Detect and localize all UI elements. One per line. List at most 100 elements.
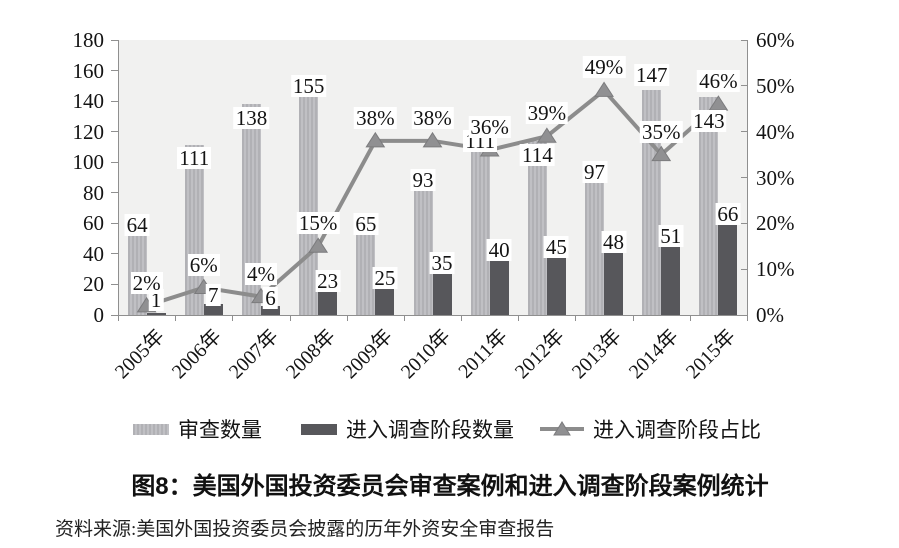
x-axis-tick [403,315,405,321]
bar-investigation-count [546,246,566,315]
left-axis-tick-label: 40 [83,241,104,266]
right-axis-tick [741,222,748,224]
right-axis-tick [741,131,748,133]
line-series-layer [136,81,729,313]
left-axis-tick [111,161,118,163]
line-point-label: 36% [468,115,511,139]
bar-investigation-count [718,214,738,315]
x-axis-tick [518,315,520,321]
bar-value-label: 7 [206,283,221,308]
bar-value-label: 143 [691,108,727,133]
bar-value-label: 138 [233,106,270,131]
legend-swatch-review-bar [133,423,169,435]
bar-value-label: 114 [519,142,555,167]
bar-value-label: 97 [582,159,608,184]
left-axis-tick [111,253,118,255]
bar-review-count [299,78,319,315]
left-axis-tick [111,100,118,102]
bar-review-count [470,145,490,315]
bar-value-label: 6 [263,285,278,310]
legend-swatch-investigation-bar [301,423,337,435]
left-axis-tick [111,314,118,316]
bar-investigation-count [146,313,166,315]
bar-review-count [527,140,547,315]
left-axis-tick [111,222,118,224]
legend-item-investigation-ratio: 进入调查阶段占比 [540,414,761,444]
line-point-label: 38% [411,105,454,130]
right-axis-tick-label: 20% [756,211,795,236]
bar-review-count [241,104,261,315]
right-axis-tick-label: 60% [756,28,795,52]
right-axis-line [747,40,748,316]
triangle-marker-icon [422,131,443,148]
line-point-label: 4% [244,261,277,286]
bar-investigation-count [489,253,509,315]
line-point-label: 49% [582,55,626,80]
left-axis-tick [111,283,118,285]
bar-value-label: 48 [601,229,627,254]
right-axis-tick [741,39,748,41]
x-axis-tick [118,315,119,321]
left-axis-tick-label: 180 [72,28,105,52]
x-axis-tick [346,315,348,321]
legend-label-investigation-count: 进入调查阶段数量 [346,418,514,442]
left-axis-tick-label: 20 [83,272,104,297]
bar-value-label: 65 [353,211,379,236]
left-axis-tick [111,39,118,41]
triangle-marker-icon [553,421,571,436]
triangle-marker-icon [594,81,614,97]
left-axis-tick [111,131,118,133]
bar-review-count [356,215,376,315]
legend-label-investigation-ratio: 进入调查阶段占比 [593,418,761,442]
right-axis-tick-label: 40% [756,119,795,144]
bar-value-label: 155 [290,74,327,99]
bar-value-label: 147 [633,63,670,88]
left-axis-tick [111,70,118,72]
legend-swatch-ratio-line [540,421,584,437]
bar-value-label: 1 [148,288,164,313]
bar-review-count [585,166,605,315]
bar-value-label: 66 [715,202,741,227]
bar-value-label: 35 [429,250,455,275]
left-axis-tick-label: 0 [93,303,105,327]
x-axis-tick [175,315,177,321]
triangle-marker-icon [651,145,672,162]
x-axis-tick [575,315,577,321]
bar-value-label: 23 [315,268,341,293]
line-point-label: 15% [296,211,340,236]
left-axis-tick-label: 160 [72,58,105,83]
bar-investigation-count [260,305,280,315]
line-point-label: 6% [187,252,220,277]
bar-value-label: 111 [177,146,212,171]
right-axis-tick-label: 30% [756,165,795,190]
bar-value-label: 93 [410,167,436,192]
left-axis-line [118,40,119,316]
left-axis-tick [111,192,118,194]
left-axis-tick-label: 60 [83,211,104,236]
legend-label-review-count: 审查数量 [178,418,262,442]
line-point-label: 46% [697,69,740,94]
bar-review-count [413,172,433,315]
bar-review-count [699,96,719,315]
right-axis-tick-label: 10% [756,257,795,282]
bar-value-label: 45 [543,235,569,260]
line-point-label: 38% [354,105,397,130]
right-axis-tick-label: 0% [756,303,784,327]
bottom-axis-line [118,315,748,316]
right-axis-tick [741,268,748,270]
triangle-marker-icon [536,127,557,143]
left-axis-tick-label: 140 [72,89,105,114]
figure-source: 资料来源:美国外国投资委员会披露的历年外资安全审查报告 [55,519,555,540]
right-axis-tick [741,314,748,316]
bar-investigation-count [604,241,624,315]
line-point-label: 35% [639,119,683,144]
left-axis-tick-label: 80 [83,180,104,205]
legend-item-review-count: 审查数量 [133,414,262,444]
x-axis-tick [232,315,234,321]
bar-investigation-count [661,237,681,315]
left-axis-tick-label: 120 [72,119,105,144]
bar-value-label: 25 [372,265,398,290]
chart-legend: 审查数量 进入调查阶段数量 进入调查阶段占比 [0,414,899,444]
triangle-marker-icon [308,237,329,253]
